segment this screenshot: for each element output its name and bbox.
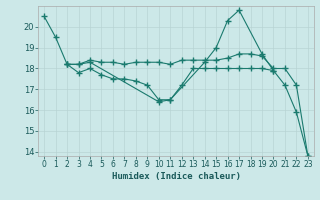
- X-axis label: Humidex (Indice chaleur): Humidex (Indice chaleur): [111, 172, 241, 181]
